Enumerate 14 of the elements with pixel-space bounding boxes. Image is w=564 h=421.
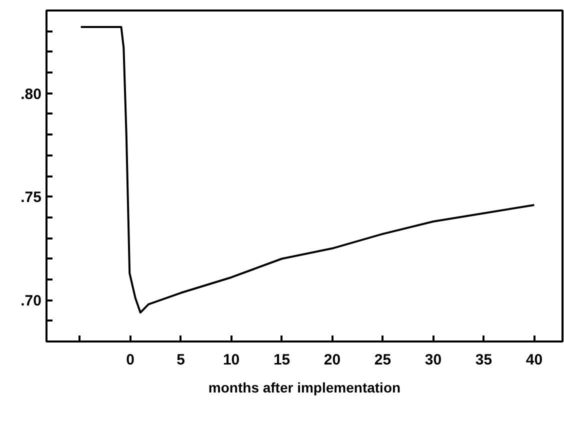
x-tick-label: 0 xyxy=(126,352,134,368)
x-axis-title: months after implementation xyxy=(208,380,401,396)
x-tick-label: 15 xyxy=(273,352,290,368)
y-tick-label: .80 xyxy=(20,86,42,103)
x-tick-label: 5 xyxy=(176,352,185,368)
x-tick-label: 10 xyxy=(222,352,240,368)
line-series xyxy=(80,26,536,314)
y-tick-label: .75 xyxy=(20,189,42,206)
x-tick-label: 40 xyxy=(526,352,543,368)
y-tick-label: .70 xyxy=(20,292,42,310)
x-tick-label: 35 xyxy=(475,352,492,368)
x-tick-label: 20 xyxy=(324,352,341,368)
x-tick-label: 25 xyxy=(374,352,392,368)
x-tick-label: 30 xyxy=(424,352,442,368)
